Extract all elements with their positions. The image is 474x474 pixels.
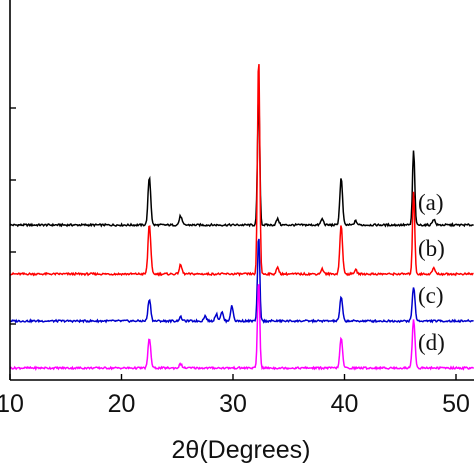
x-tick-label: 50: [442, 390, 470, 418]
x-tick-label: 10: [0, 390, 24, 418]
series-line: [9, 284, 474, 371]
x-ticks: 102030405060708090: [0, 374, 470, 418]
series-layer: [9, 64, 474, 371]
series-line: [10, 64, 474, 277]
x-axis-title: 2θ(Degrees): [172, 436, 311, 464]
series-label: (d): [418, 330, 445, 355]
x-tick-label: 20: [108, 390, 136, 418]
axes: [9, 0, 474, 381]
series-label: (a): [418, 190, 444, 215]
x-tick-label: 30: [219, 390, 247, 418]
series-line: [9, 238, 474, 324]
series-labels: (a) (b) (c) (d): [418, 190, 445, 355]
series-line: [9, 99, 474, 228]
x-tick-label: 40: [331, 390, 359, 418]
series-label: (c): [418, 283, 444, 308]
series-label: (b): [418, 236, 445, 261]
